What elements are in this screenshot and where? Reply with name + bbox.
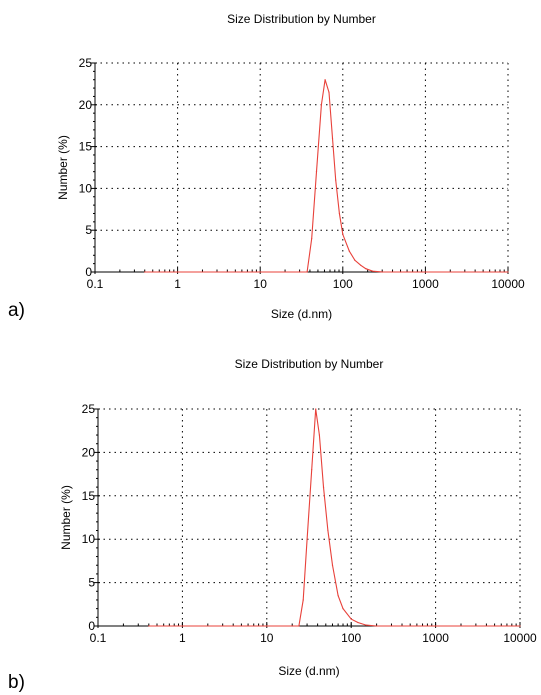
data-point [382, 271, 383, 272]
chart-title: Size Distribution by Number [235, 357, 384, 371]
data-point [357, 622, 358, 623]
x-tick-label: 1000 [422, 631, 449, 645]
data-point [339, 213, 340, 214]
x-tick-label: 10 [260, 631, 274, 645]
data-point [365, 268, 366, 269]
data-point [435, 625, 436, 626]
x-tick-label: 10000 [503, 631, 537, 645]
data-point [338, 595, 339, 596]
data-point [351, 618, 352, 619]
data-point [324, 79, 325, 80]
data-point [303, 599, 304, 600]
chart-title: Size Distribution by Number [227, 12, 376, 26]
data-point [425, 271, 426, 272]
data-point [354, 260, 355, 261]
y-axis-label: Number (%) [59, 485, 73, 550]
series-line [145, 80, 508, 272]
data-point [342, 234, 343, 235]
data-point [315, 408, 316, 409]
x-axis-label: Size (d.nm) [278, 664, 339, 678]
x-tick-label: 1 [179, 631, 186, 645]
data-point [494, 625, 495, 626]
data-point [400, 271, 401, 272]
data-point [148, 625, 149, 626]
data-point [391, 625, 392, 626]
y-tick-label: 20 [82, 445, 96, 459]
data-point [342, 608, 343, 609]
data-point [507, 271, 508, 272]
x-tick-label: 100 [333, 277, 353, 291]
series-line [149, 409, 520, 626]
data-point [177, 271, 178, 272]
data-point [321, 104, 322, 105]
x-tick-label: 10 [254, 277, 268, 291]
y-tick-label: 15 [79, 140, 93, 154]
y-tick-label: 5 [88, 576, 95, 590]
x-tick-label: 1 [174, 277, 181, 291]
data-point [519, 625, 520, 626]
data-point [307, 271, 308, 272]
data-point [376, 625, 377, 626]
data-point [182, 625, 183, 626]
data-point [319, 434, 320, 435]
x-tick-label: 100 [341, 631, 361, 645]
panel-label: b) [8, 672, 25, 693]
data-point [311, 469, 312, 470]
y-tick-label: 0 [88, 619, 95, 633]
data-point [483, 271, 484, 272]
y-tick-label: 25 [79, 56, 93, 70]
data-point [260, 271, 261, 272]
panel-label: a) [8, 300, 25, 321]
data-point [332, 138, 333, 139]
y-tick-label: 5 [85, 223, 92, 237]
data-point [298, 625, 299, 626]
x-tick-label: 0.1 [90, 631, 107, 645]
data-point [349, 251, 350, 252]
data-point [360, 265, 361, 266]
y-tick-label: 15 [82, 489, 96, 503]
y-axis-label: Number (%) [56, 135, 70, 200]
data-point [266, 625, 267, 626]
data-point [332, 565, 333, 566]
data-point [323, 487, 324, 488]
data-point [335, 179, 336, 180]
x-tick-label: 1000 [412, 277, 439, 291]
y-tick-label: 25 [82, 402, 96, 416]
data-point [365, 625, 366, 626]
x-tick-label: 0.1 [87, 277, 104, 291]
y-tick-label: 20 [79, 98, 93, 112]
y-tick-label: 0 [85, 265, 92, 279]
y-tick-label: 10 [79, 181, 93, 195]
x-axis-label: Size (d.nm) [271, 307, 332, 321]
data-point [144, 271, 145, 272]
data-point [311, 238, 312, 239]
y-tick-label: 10 [82, 532, 96, 546]
data-point [328, 92, 329, 93]
data-point [372, 271, 373, 272]
x-tick-label: 10000 [491, 277, 525, 291]
data-point [327, 530, 328, 531]
data-point [306, 539, 307, 540]
data-point [299, 271, 300, 272]
data-point [292, 625, 293, 626]
data-point [316, 171, 317, 172]
